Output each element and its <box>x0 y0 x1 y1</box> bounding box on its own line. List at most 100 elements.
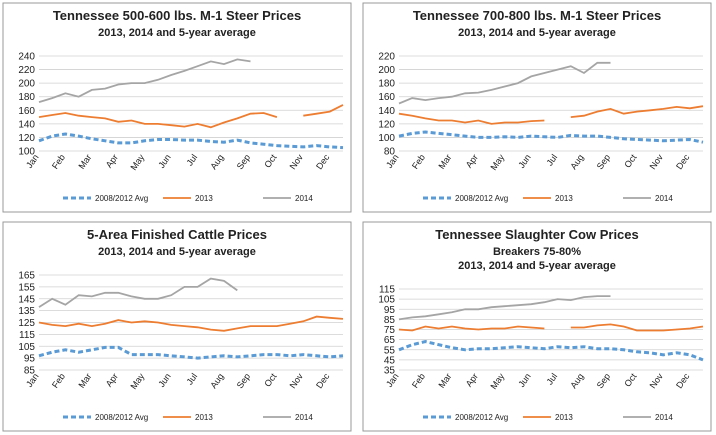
x-tick-label: Feb <box>50 371 67 389</box>
data-line <box>38 132 344 150</box>
y-tick-label: 165 <box>18 271 35 282</box>
legend-label: 2013 <box>555 413 573 422</box>
legend-label: 2013 <box>195 413 213 422</box>
y-tick-label: 115 <box>379 285 395 296</box>
legend-label: 2014 <box>295 413 313 422</box>
x-tick-label: Nov <box>288 152 306 171</box>
x-tick-label: Aug <box>568 152 585 171</box>
data-line <box>398 340 704 362</box>
y-tick-label: 35 <box>384 366 396 377</box>
legend-label: 2013 <box>195 194 213 203</box>
x-tick-label: Nov <box>648 152 666 171</box>
y-tick-label: 100 <box>18 147 35 158</box>
x-tick-label: Jun <box>516 152 533 170</box>
y-tick-label: 140 <box>378 106 395 117</box>
panel-border <box>2 2 352 213</box>
x-tick-label: Mar <box>436 371 453 389</box>
x-tick-label: Apr <box>104 371 120 388</box>
data-line <box>38 315 344 332</box>
y-tick-label: 55 <box>384 345 396 356</box>
data-line <box>38 277 238 308</box>
x-tick-label: Oct <box>622 152 639 170</box>
y-tick-label: 160 <box>378 92 395 103</box>
data-line <box>398 130 704 144</box>
y-tick-label: 200 <box>378 65 395 76</box>
legend-label: 2008/2012 Avg <box>95 194 148 203</box>
y-tick-label: 65 <box>384 335 396 346</box>
x-tick-label: Nov <box>648 371 666 390</box>
y-tick-label: 95 <box>24 354 36 365</box>
legend-label: 2014 <box>655 413 673 422</box>
y-tick-label: 120 <box>18 133 35 144</box>
x-tick-label: Mar <box>76 152 93 170</box>
y-tick-label: 115 <box>19 330 35 341</box>
y-tick-label: 240 <box>18 52 35 63</box>
x-tick-label: Oct <box>622 371 639 389</box>
legend-label: 2008/2012 Avg <box>455 194 508 203</box>
y-tick-label: 155 <box>18 282 35 293</box>
legend-label: 2014 <box>295 194 313 203</box>
y-tick-label: 135 <box>18 306 35 317</box>
x-tick-label: Oct <box>262 152 279 170</box>
y-tick-label: 180 <box>18 92 35 103</box>
chart-panel: Tennessee 700-800 lbs. M-1 Steer Prices 2… <box>362 2 712 213</box>
x-tick-label: Dec <box>674 371 692 390</box>
y-tick-label: 85 <box>24 366 36 377</box>
x-tick-label: May <box>128 152 146 172</box>
x-tick-label: Dec <box>314 371 332 390</box>
chart-subtitle: 2013, 2014 and 5-year average <box>98 27 256 39</box>
x-tick-label: Apr <box>104 152 120 169</box>
x-tick-label: Mar <box>436 152 453 170</box>
x-tick-label: Sep <box>595 371 612 390</box>
data-line <box>570 323 704 332</box>
y-tick-label: 220 <box>18 65 35 76</box>
y-tick-label: 75 <box>384 325 396 336</box>
x-tick-label: Feb <box>410 152 427 170</box>
x-tick-label: Jun <box>156 152 173 170</box>
y-tick-label: 220 <box>378 52 395 63</box>
legend-label: 2008/2012 Avg <box>95 413 148 422</box>
data-line <box>38 112 278 129</box>
x-tick-label: Jun <box>516 371 533 389</box>
y-tick-label: 145 <box>18 294 35 305</box>
x-tick-label: Apr <box>464 371 480 388</box>
chart-title: Tennessee Slaughter Cow Prices <box>435 227 639 242</box>
panel-border <box>362 221 712 432</box>
y-tick-label: 45 <box>384 355 396 366</box>
x-tick-label: Sep <box>595 152 612 171</box>
x-tick-label: Apr <box>464 152 480 169</box>
y-tick-label: 180 <box>378 79 395 90</box>
y-tick-label: 105 <box>378 295 395 306</box>
y-tick-label: 160 <box>18 106 35 117</box>
chart-subtitle: 2013, 2014 and 5-year average <box>458 260 616 272</box>
chart-subtitle: 2013, 2014 and 5-year average <box>458 27 616 39</box>
data-line <box>398 61 611 105</box>
x-tick-label: May <box>128 371 146 391</box>
panel-border <box>362 2 712 213</box>
x-tick-label: Aug <box>208 152 225 171</box>
x-tick-label: Sep <box>235 371 252 390</box>
x-tick-label: Feb <box>50 152 67 170</box>
x-tick-label: Dec <box>314 152 332 171</box>
y-tick-label: 100 <box>378 133 395 144</box>
y-tick-label: 80 <box>384 147 396 158</box>
chart-subtitle: Breakers 75-80% <box>493 246 581 258</box>
x-tick-label: Oct <box>262 371 279 389</box>
chart-panel: Tennessee Slaughter Cow Prices Breakers 7… <box>362 221 712 432</box>
y-tick-label: 95 <box>384 305 396 316</box>
chart-title: Tennessee 700-800 lbs. M-1 Steer Prices <box>413 8 661 23</box>
x-tick-label: Jun <box>156 371 173 389</box>
data-line <box>38 58 251 103</box>
chart-title: 5-Area Finished Cattle Prices <box>87 227 267 242</box>
x-tick-label: Aug <box>568 371 585 390</box>
panel-border <box>2 221 352 432</box>
data-line <box>398 295 611 321</box>
y-tick-label: 140 <box>18 119 35 130</box>
x-tick-label: Aug <box>208 371 225 390</box>
legend-label: 2008/2012 Avg <box>455 413 508 422</box>
data-line <box>570 105 704 118</box>
data-line <box>398 325 545 332</box>
data-line <box>38 345 344 360</box>
y-tick-label: 105 <box>18 342 35 353</box>
